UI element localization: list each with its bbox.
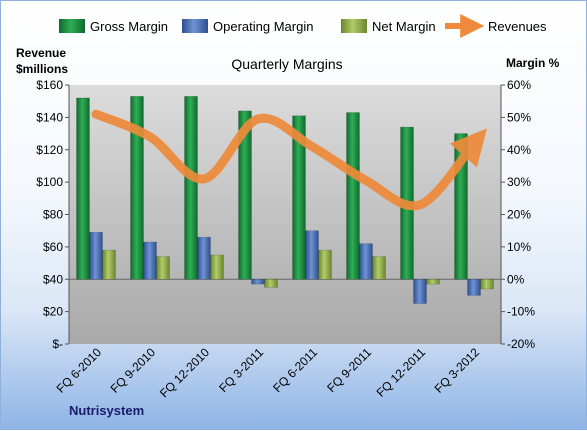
x-tick-label: FQ 9-2010	[108, 345, 159, 396]
company-label: Nutrisystem	[69, 403, 144, 418]
legend-label-operating: Operating Margin	[213, 19, 313, 34]
revenues-line	[91, 109, 488, 211]
net-margin-bar	[210, 254, 224, 280]
gross-margin-bar	[184, 96, 198, 280]
y-right-tick-label: 20%	[507, 208, 531, 222]
y-left-title-line2: $millions	[16, 62, 68, 76]
y-right-title: Margin %	[506, 56, 560, 70]
x-tick-label: FQ 12-2010	[157, 345, 212, 400]
legend-swatch-operating	[182, 19, 208, 33]
x-tick-label: FQ 6-2010	[54, 345, 105, 396]
net-margin-bar	[264, 279, 278, 288]
gross-margin-bar	[130, 96, 144, 280]
y-right-axis: -20% -10% 0% 10% 20% 30% 40% 50% 60%	[69, 78, 535, 351]
y-right-tick-label: 0%	[507, 272, 525, 286]
operating-margin-bar	[467, 279, 481, 296]
y-left-tick-label: $120	[36, 143, 63, 157]
gross-margin-bar	[292, 115, 306, 280]
x-tick-label: FQ 3-2011	[216, 345, 266, 395]
net-margin-bar	[318, 249, 332, 280]
net-margin-bar	[372, 256, 386, 280]
y-right-tick-label: 60%	[507, 78, 531, 92]
legend-label-revenues: Revenues	[488, 19, 547, 34]
y-right-tick-label: -10%	[507, 305, 535, 319]
y-right-tick-label: 50%	[507, 110, 531, 124]
bar-series	[76, 96, 494, 304]
y-left-axis: $- $20 $40 $60 $80 $100 $120 $140 $160	[36, 78, 70, 351]
operating-margin-bar	[197, 236, 211, 280]
y-left-tick-label: $-	[52, 337, 63, 351]
legend-item-gross-margin: Gross Margin	[59, 19, 168, 34]
gross-margin-bar	[76, 97, 90, 280]
x-tick-label: FQ 12-2011	[374, 345, 429, 400]
x-tick-label: FQ 9-2011	[324, 345, 374, 395]
legend-item-net-margin: Net Margin	[341, 19, 436, 34]
net-margin-bar	[156, 256, 170, 280]
operating-margin-bar	[413, 279, 427, 304]
operating-margin-bar	[305, 230, 319, 280]
operating-margin-bar	[89, 232, 103, 280]
net-margin-bar	[102, 249, 116, 280]
legend-item-revenues: Revenues	[445, 14, 547, 38]
legend-label-net: Net Margin	[372, 19, 436, 34]
operating-margin-bar	[359, 243, 373, 280]
y-left-tick-label: $40	[43, 272, 63, 286]
y-right-tick-label: 30%	[507, 175, 531, 189]
operating-margin-bar	[143, 241, 157, 280]
legend-item-operating-margin: Operating Margin	[182, 19, 313, 34]
operating-margin-bar	[251, 279, 265, 285]
y-right-tick-label: -20%	[507, 337, 535, 351]
y-left-tick-label: $100	[36, 175, 63, 189]
x-tick-label: FQ 6-2011	[270, 345, 320, 395]
y-left-title-line1: Revenue	[16, 46, 66, 60]
y-right-tick-label: 40%	[507, 143, 531, 157]
net-margin-bar	[480, 279, 494, 290]
legend-label-gross: Gross Margin	[90, 19, 168, 34]
legend: Gross Margin Operating Margin Net Margin…	[59, 14, 547, 38]
net-margin-bar	[426, 279, 440, 285]
y-left-tick-label: $160	[36, 78, 63, 92]
y-left-tick-label: $80	[43, 208, 63, 222]
gross-margin-bar	[238, 110, 252, 280]
x-tick-label: FQ 3-2012	[432, 345, 483, 396]
y-left-tick-label: $60	[43, 240, 63, 254]
legend-swatch-gross	[59, 19, 85, 33]
legend-swatch-net	[341, 19, 367, 33]
y-left-tick-label: $20	[43, 305, 63, 319]
y-left-tick-label: $140	[36, 110, 63, 124]
chart-title: Quarterly Margins	[231, 56, 342, 72]
revenue-series	[91, 109, 488, 211]
y-right-tick-label: 10%	[507, 240, 531, 254]
gross-margin-bar	[346, 112, 360, 280]
